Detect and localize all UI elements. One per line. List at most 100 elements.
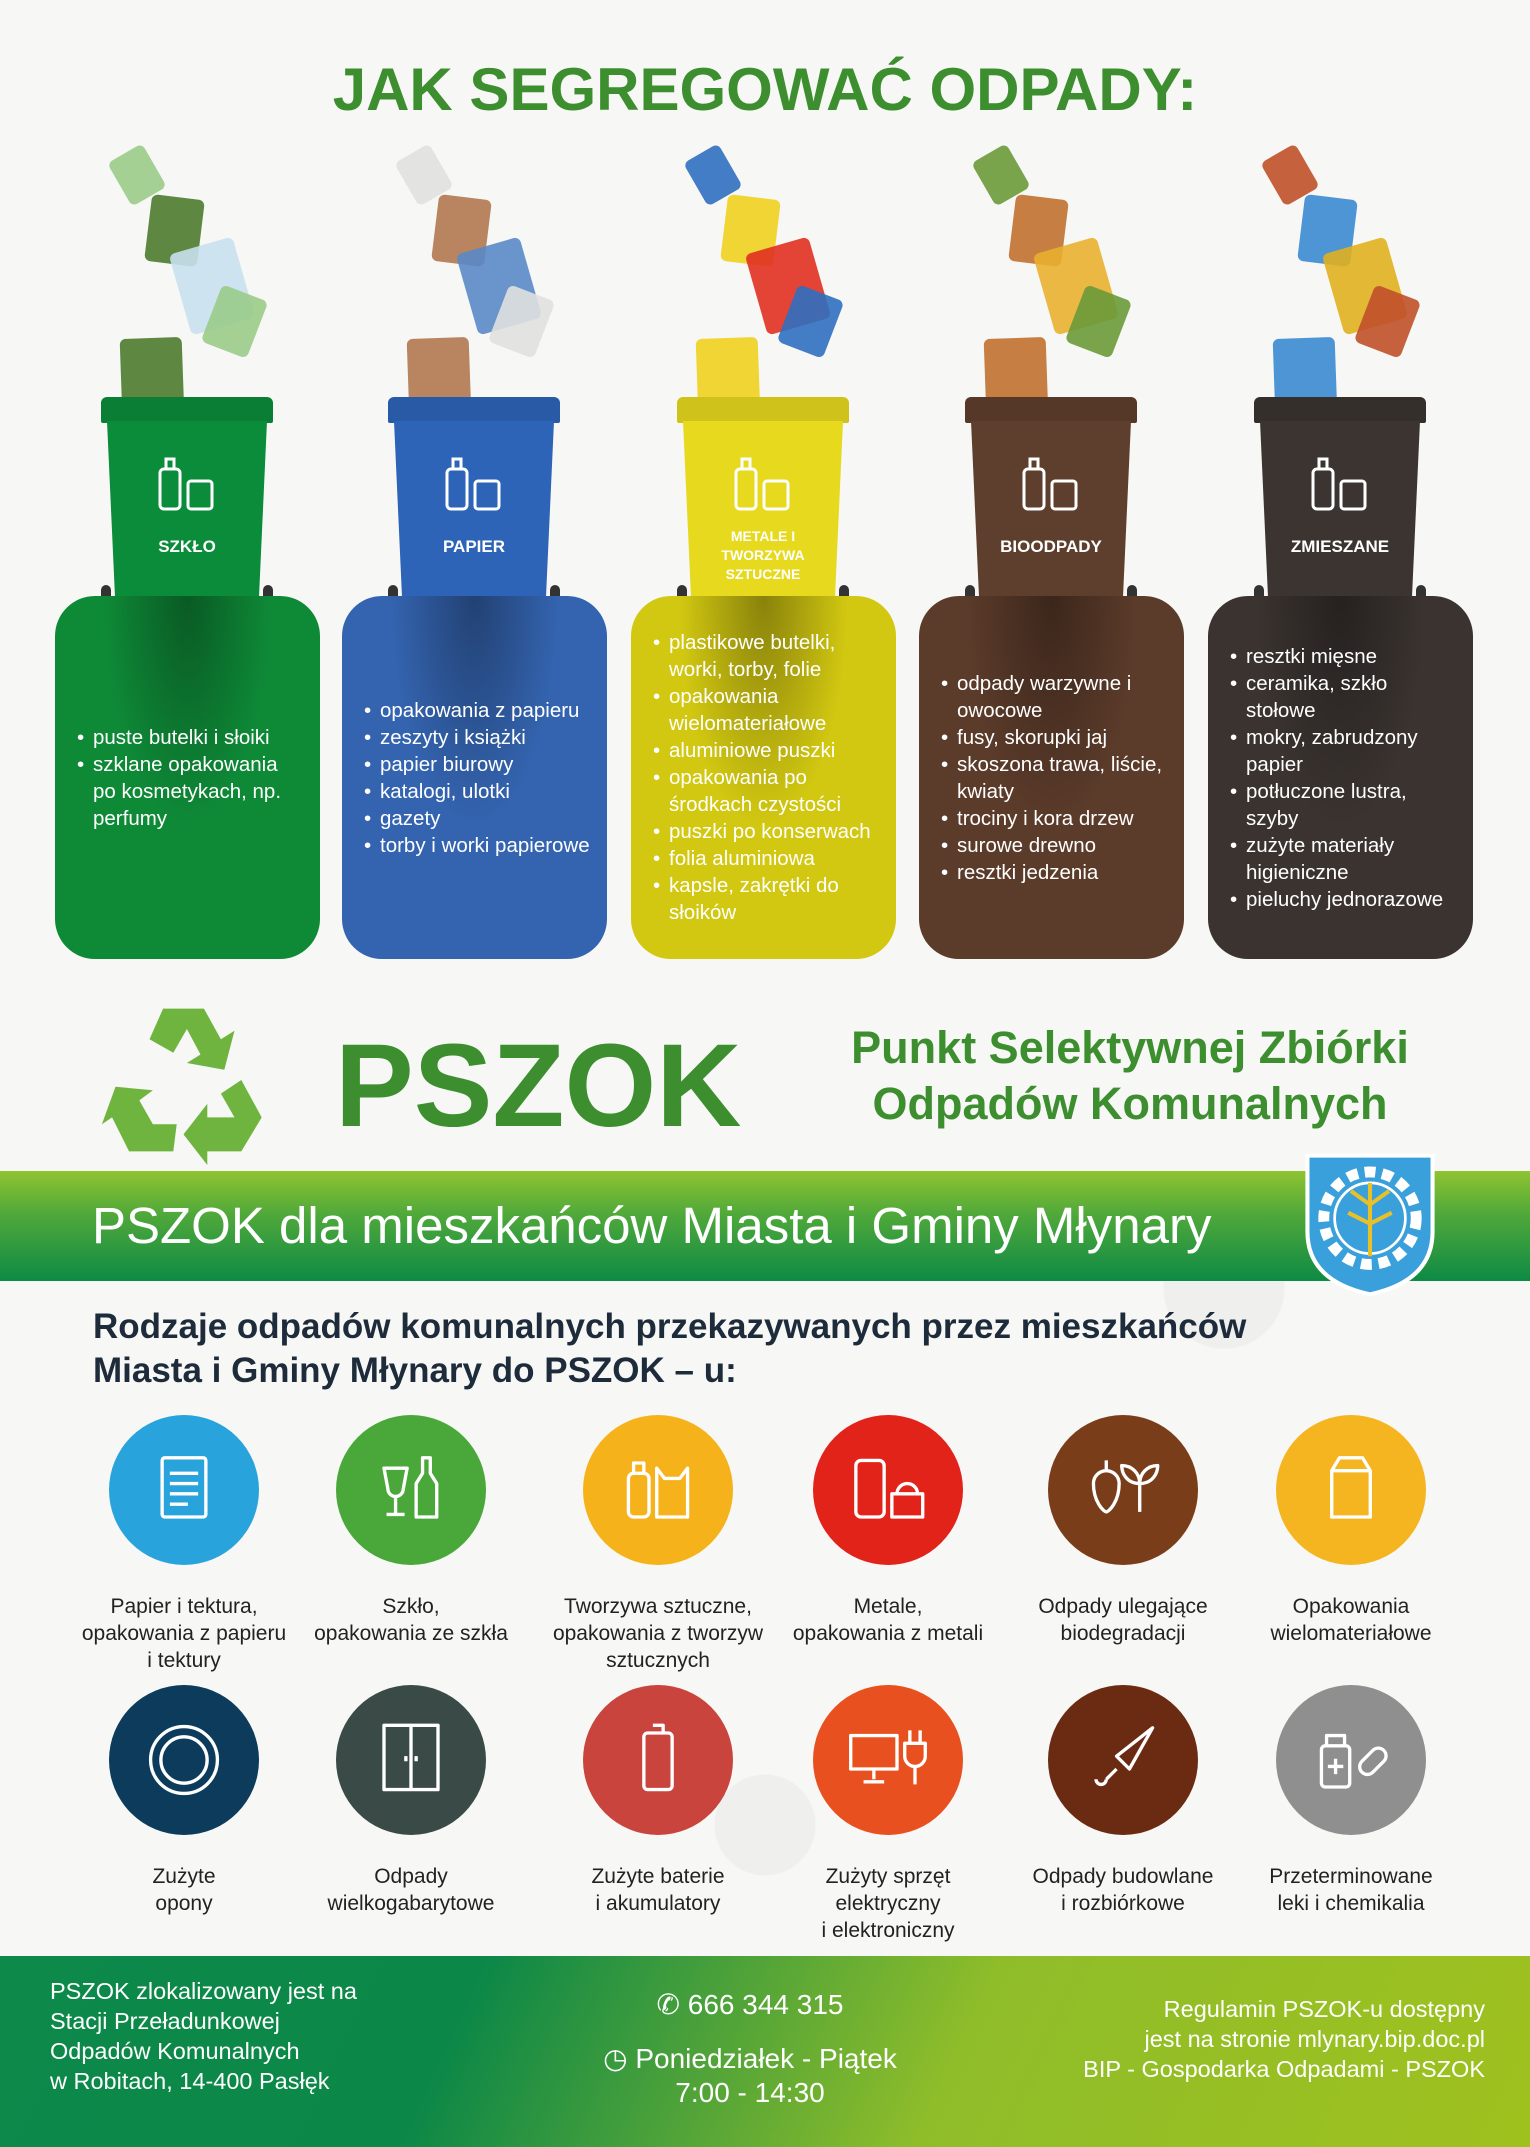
pszok-subtitle: Punkt Selektywnej Zbiórki Odpadów Komuna…: [790, 1020, 1470, 1132]
category-carton: Opakowania wielomateriałowe: [1236, 1415, 1466, 1647]
category-label: Papier i tektura, opakowania z papieru i…: [81, 1595, 287, 1672]
banner: [0, 1171, 1530, 1281]
carton-icon: [1276, 1415, 1426, 1565]
category-document: Papier i tektura, opakowania z papieru i…: [69, 1415, 299, 1674]
pszok-logo: PSZOK: [335, 1020, 742, 1152]
address-line: Stacji Przeładunkowej: [50, 2008, 280, 2034]
apple-leaf-icon: [1048, 1415, 1198, 1565]
tire-icon: [109, 1685, 259, 1835]
clock-icon: ◷: [603, 2043, 636, 2074]
computer-plug-icon: [813, 1685, 963, 1835]
subtitle-line: Punkt Selektywnej Zbiórki: [851, 1022, 1409, 1073]
page-title: JAK SEGREGOWAĆ ODPADY:: [332, 56, 1198, 123]
category-apple-leaf: Odpady ulegające biodegradacji: [1008, 1415, 1238, 1647]
banner-text: PSZOK dla mieszkańców Miasta i Gminy Mły…: [92, 1197, 1212, 1254]
bin-card-1: puste butelki i słoikiszklane opakowania…: [55, 596, 320, 959]
bin-items-list: puste butelki i słoikiszklane opakowania…: [77, 724, 306, 832]
category-label: Opakowania wielomateriałowe: [1270, 1595, 1432, 1645]
bin-2: PAPIER: [388, 397, 560, 632]
bin-5: ZMIESZANE: [1254, 397, 1426, 632]
bin-label: BIOODPADY: [1000, 537, 1102, 556]
wardrobe-icon: [336, 1685, 486, 1835]
category-label: Tworzywa sztuczne, opakowania z tworzyw …: [552, 1595, 764, 1672]
bin-card-3: plastikowe butelki, worki, torby, folieo…: [631, 596, 896, 959]
list-item: resztki mięsne: [1230, 643, 1459, 670]
category-label: Szkło, opakowania ze szkła: [314, 1595, 508, 1645]
list-item: fusy, skorupki jaj: [941, 724, 1170, 751]
glass-bottle-icon: [336, 1415, 486, 1565]
category-tire: Zużyte opony: [69, 1685, 299, 1917]
category-wardrobe: Odpady wielkogabarytowe: [296, 1685, 526, 1917]
bin-items-list: resztki mięsneceramika, szkło stołowemok…: [1230, 643, 1459, 913]
bin-body: [683, 421, 843, 632]
list-item: trociny i kora drzew: [941, 805, 1170, 832]
list-item: opakowania wielomateriałowe: [653, 683, 882, 737]
footer-contact: ✆ 666 344 315 ◷ Poniedziałek - Piątek 7:…: [540, 1988, 960, 2110]
list-item: torby i worki papierowe: [364, 832, 590, 859]
category-can: Metale, opakowania z metali: [773, 1415, 1003, 1647]
can-icon: [813, 1415, 963, 1565]
list-item: szklane opakowania po kosmetykach, np. p…: [77, 751, 306, 832]
list-item: zużyte materiały higieniczne: [1230, 832, 1459, 886]
coat-of-arms-icon: [1305, 1153, 1435, 1297]
bin-label: METALE I TWORZYWA SZTUCZNE: [721, 528, 805, 582]
opening-days: Poniedziałek - Piątek: [635, 2043, 897, 2074]
list-item: opakowania po środkach czystości: [653, 764, 882, 818]
heading-line: Miasta i Gminy Młynary do PSZOK – u:: [93, 1351, 737, 1390]
bin-lid: [1254, 397, 1426, 423]
list-item: resztki jedzenia: [941, 859, 1170, 886]
list-item: kapsle, zakrętki do słoików: [653, 872, 882, 926]
bin-1: SZKŁO: [101, 397, 273, 632]
bin-card-2: opakowania z papieruzeszyty i książkipap…: [342, 596, 607, 959]
list-item: surowe drewno: [941, 832, 1170, 859]
bin-3: METALE I TWORZYWA SZTUCZNE: [677, 397, 849, 632]
phone-number[interactable]: 666 344 315: [687, 1989, 844, 2020]
address-line: PSZOK zlokalizowany jest na: [50, 1978, 357, 2004]
bin-lid: [965, 397, 1137, 423]
category-label: Odpady ulegające biodegradacji: [1038, 1595, 1208, 1645]
section-heading: Rodzaje odpadów komunalnych przekazywany…: [93, 1305, 1246, 1393]
category-label: Metale, opakowania z metali: [792, 1595, 984, 1645]
list-item: aluminiowe puszki: [653, 737, 882, 764]
medicine-icon: [1276, 1685, 1426, 1835]
category-battery: Zużyte baterie i akumulatory: [543, 1685, 773, 1917]
bin-items-list: odpady warzywne i owocowefusy, skorupki …: [941, 670, 1170, 886]
bin-items-list: plastikowe butelki, worki, torby, folieo…: [653, 629, 882, 926]
list-item: puszki po konserwach: [653, 818, 882, 845]
bin-items-list: opakowania z papieruzeszyty i książkipap…: [364, 697, 590, 859]
address-line: Odpadów Komunalnych: [50, 2038, 300, 2064]
regulations-line: BIP - Gospodarka Odpadami - PSZOK: [1083, 2056, 1485, 2082]
category-trowel: Odpady budowlane i rozbiórkowe: [1008, 1685, 1238, 1917]
subtitle-line: Odpadów Komunalnych: [872, 1078, 1388, 1129]
list-item: ceramika, szkło stołowe: [1230, 670, 1459, 724]
phone-icon: ✆: [656, 1989, 688, 2020]
category-computer-plug: Zużyty sprzęt elektryczny i elektroniczn…: [773, 1685, 1003, 1944]
battery-icon: [583, 1685, 733, 1835]
list-item: plastikowe butelki, worki, torby, folie: [653, 629, 882, 683]
bin-4: BIOODPADY: [965, 397, 1137, 632]
list-item: potłuczone lustra, szyby: [1230, 778, 1459, 832]
bin-lid: [677, 397, 849, 423]
bin-card-4: odpady warzywne i owocowefusy, skorupki …: [919, 596, 1184, 959]
bin-label: SZKŁO: [158, 537, 216, 556]
bin-label: ZMIESZANE: [1290, 537, 1390, 556]
regulations-link[interactable]: jest na stronie mlynary.bip.doc.pl: [1144, 2026, 1485, 2052]
category-label: Przeterminowane leki i chemikalia: [1269, 1865, 1433, 1915]
trowel-icon: [1048, 1685, 1198, 1835]
bin-lid: [388, 397, 560, 423]
list-item: odpady warzywne i owocowe: [941, 670, 1170, 724]
list-item: puste butelki i słoiki: [77, 724, 306, 751]
bin-body: [1260, 421, 1420, 632]
category-glass-bottle: Szkło, opakowania ze szkła: [296, 1415, 526, 1647]
list-item: folia aluminiowa: [653, 845, 882, 872]
category-plastic-bottle-bag: Tworzywa sztuczne, opakowania z tworzyw …: [543, 1415, 773, 1674]
opening-hours: 7:00 - 14:30: [675, 2077, 825, 2108]
category-medicine: Przeterminowane leki i chemikalia: [1236, 1685, 1466, 1917]
category-label: Zużyte opony: [152, 1865, 216, 1915]
bin-body: [107, 421, 267, 632]
footer-regulations: Regulamin PSZOK-u dostępny jest na stron…: [1083, 1994, 1485, 2084]
heading-line: Rodzaje odpadów komunalnych przekazywany…: [93, 1307, 1247, 1346]
recycle-icon: [101, 1008, 262, 1165]
regulations-line: Regulamin PSZOK-u dostępny: [1163, 1996, 1485, 2022]
category-label: Odpady wielkogabarytowe: [327, 1865, 495, 1915]
